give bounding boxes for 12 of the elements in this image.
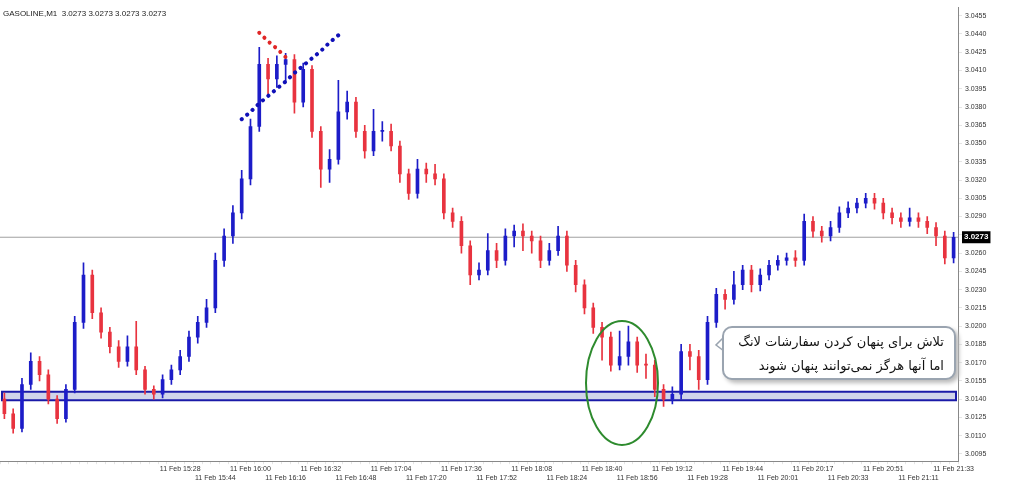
- candlestick: [380, 121, 385, 142]
- speech-bubble: تلاش برای پنهان کردن سفارشات لانگ اما آنها هرگز نمی‌توانند پنهان شوند: [722, 326, 956, 380]
- candlestick: [477, 262, 481, 281]
- candlestick: [529, 230, 534, 254]
- chart-title: GASOLINE,M1 3.0273 3.0273 3.0273 3.0273: [3, 9, 167, 19]
- candlestick: [512, 224, 516, 248]
- candlestick: [688, 344, 692, 371]
- candlestick: [521, 223, 525, 251]
- line-series: [239, 33, 341, 122]
- ref-line-label: 3.0273: [964, 232, 990, 242]
- candlestick: [433, 163, 437, 186]
- candlestick: [424, 162, 429, 183]
